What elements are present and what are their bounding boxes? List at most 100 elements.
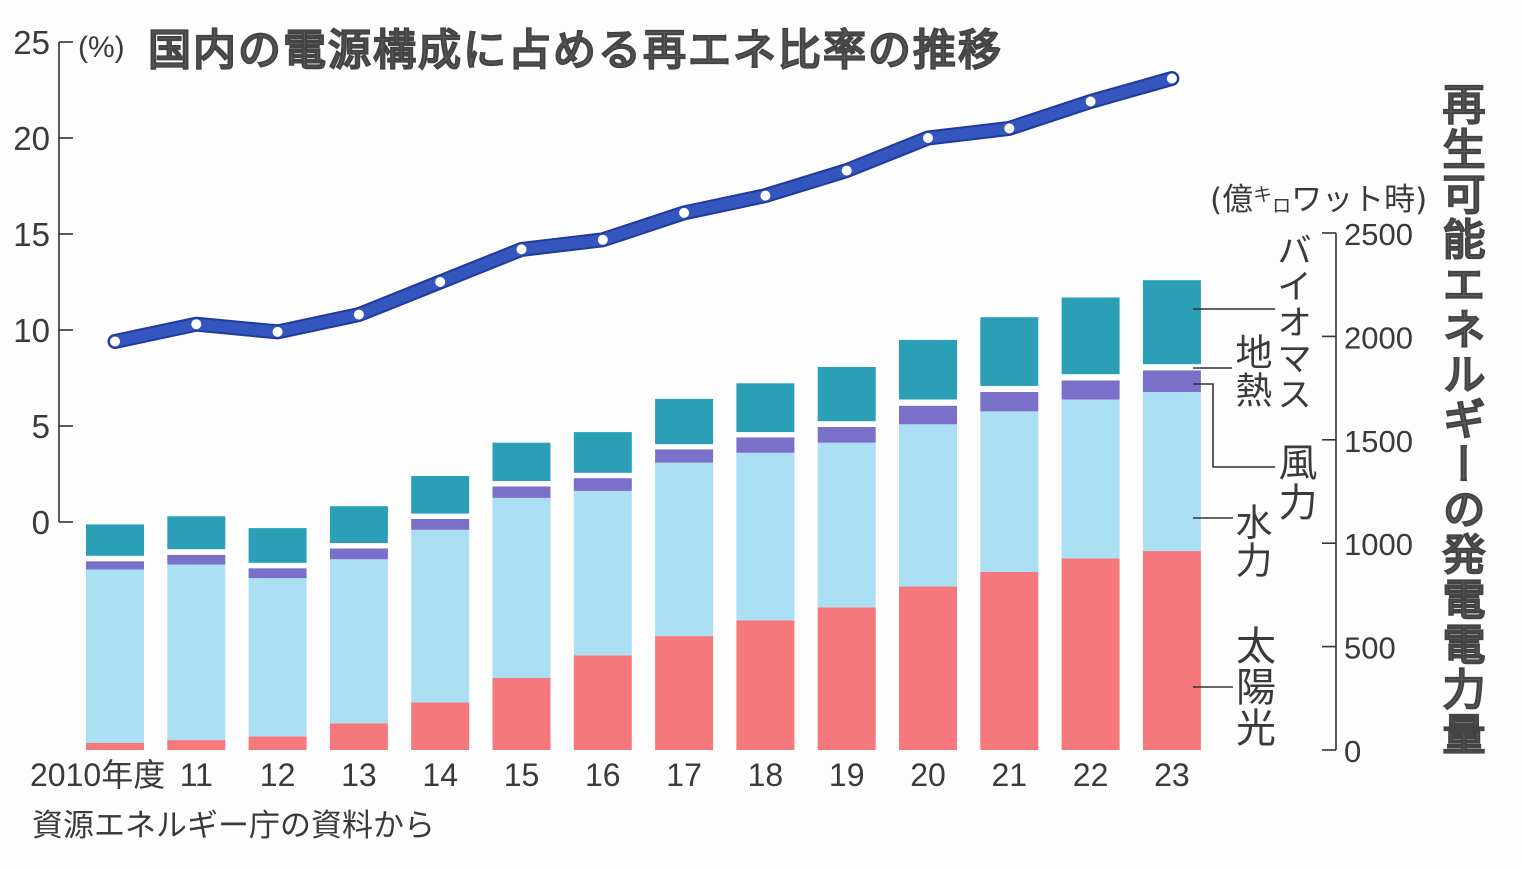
unit-prefix: (億 — [1210, 182, 1254, 218]
share-line-point — [516, 244, 527, 255]
share-line-point — [760, 190, 771, 201]
left-axis-tick-label: 15 — [13, 216, 50, 253]
legend-leader-lines — [1193, 308, 1275, 688]
right-axis-tick-label: 0 — [1344, 734, 1361, 769]
unit-suffix: ワット時) — [1291, 182, 1428, 218]
legend-label-wind: 風力 — [1272, 442, 1317, 522]
bar-segment-wind — [1142, 370, 1201, 392]
bar-segment-hydro — [1061, 399, 1120, 559]
bar-segment-solar — [817, 607, 876, 750]
right-axis-tick-label: 1500 — [1344, 424, 1413, 459]
bar-segment-wind — [411, 519, 470, 530]
bar-segment-biomass — [248, 528, 307, 563]
bar-segment-wind — [817, 427, 876, 443]
unit-small-ro: ロ — [1272, 195, 1292, 217]
bar-segment-hydro — [329, 559, 388, 724]
left-axis-tick-label: 5 — [32, 408, 50, 445]
right-axis-tick-label: 1000 — [1344, 527, 1413, 562]
x-tick-label: 22 — [1073, 757, 1109, 793]
bar-segment-wind — [899, 405, 957, 425]
bar-segment-hydro — [86, 569, 144, 743]
bar-segment-hydro — [492, 497, 551, 678]
bar-segment-hydro — [817, 442, 876, 608]
share-line-series — [107, 71, 1180, 349]
bar-stack — [1061, 297, 1120, 750]
x-tick-label: 20 — [910, 757, 946, 793]
x-tick-label: 15 — [504, 757, 540, 793]
bar-stack — [980, 317, 1039, 750]
bar-segment-wind — [167, 554, 226, 565]
x-tick-label: 2010年度 — [30, 757, 165, 793]
bar-segment-solar — [980, 571, 1039, 750]
right-axis-unit: (億キロワット時) — [1210, 174, 1427, 219]
bar-segment-wind — [573, 478, 632, 491]
bar-segment-wind — [655, 449, 714, 463]
bar-segment-wind — [86, 561, 144, 570]
left-axis-tick-label: 20 — [13, 120, 50, 157]
bar-stack — [899, 339, 957, 750]
bar-segment-biomass — [573, 432, 632, 473]
bar-stack — [86, 524, 144, 750]
bar-segment-hydro — [899, 424, 957, 587]
bar-segment-biomass — [817, 367, 876, 422]
bar-stack — [167, 516, 226, 750]
bar-segment-biomass — [736, 383, 795, 433]
share-line-point — [191, 319, 202, 330]
left-axis: (%) 0 5 10 15 20 25 — [13, 24, 124, 541]
bar-segment-solar — [899, 586, 957, 750]
share-line-point — [353, 309, 364, 320]
share-line-point — [679, 207, 690, 218]
left-axis-unit: (%) — [78, 31, 125, 64]
right-axis-title: 再生可能エネルギーの発電電力量 — [1435, 82, 1486, 758]
bar-segment-geothermal — [899, 399, 957, 406]
x-tick-label: 12 — [260, 757, 296, 793]
x-tick-label: 14 — [422, 757, 458, 793]
bar-stack — [1142, 280, 1201, 750]
right-axis-tick-label: 2500 — [1344, 217, 1413, 252]
left-axis-tick-label: 0 — [32, 504, 50, 541]
unit-small-ki: キ — [1253, 184, 1273, 206]
bar-stack — [411, 476, 470, 750]
leader-line-wind — [1193, 383, 1275, 468]
share-line-point — [110, 336, 120, 347]
x-tick-label: 17 — [666, 757, 702, 793]
bar-segment-geothermal — [248, 562, 307, 569]
bar-segment-wind — [980, 392, 1039, 412]
bar-segment-hydro — [248, 578, 307, 737]
bar-segment-solar — [573, 655, 632, 750]
x-tick-label: 23 — [1154, 757, 1190, 793]
bar-segment-hydro — [655, 462, 714, 637]
bar-segment-geothermal — [736, 432, 795, 438]
bar-stack — [329, 506, 388, 750]
bar-segment-biomass — [1061, 297, 1120, 375]
bar-segment-solar — [167, 740, 226, 750]
legend-label-solar: 太陽光 — [1229, 625, 1275, 748]
bar-stack — [573, 432, 632, 750]
bar-segment-biomass — [899, 339, 957, 400]
bar-segment-hydro — [736, 452, 795, 621]
bar-segment-geothermal — [86, 555, 144, 562]
x-tick-label: 18 — [748, 757, 784, 793]
chart-title: 国内の電源構成に占める再エネ比率の推移 — [148, 26, 1003, 77]
share-line-point — [1004, 123, 1015, 134]
bar-segment-geothermal — [167, 549, 226, 555]
bar-segment-biomass — [980, 317, 1039, 386]
share-line-point — [923, 133, 933, 143]
bar-segment-solar — [492, 678, 551, 750]
share-line-point — [841, 165, 852, 176]
bar-stack — [736, 383, 795, 750]
bar-segment-solar — [248, 736, 307, 750]
share-line-outline — [107, 71, 1180, 349]
x-tick-label: 19 — [829, 757, 865, 793]
bar-segment-solar — [1061, 558, 1120, 750]
bar-segment-wind — [492, 486, 551, 498]
x-tick-label: 11 — [180, 757, 213, 793]
bar-segment-geothermal — [492, 481, 551, 487]
bar-segment-geothermal — [655, 444, 714, 450]
left-axis-tick-label: 10 — [13, 312, 50, 349]
legend-label-biomass: バイオマス — [1271, 232, 1311, 412]
x-tick-label: 16 — [585, 757, 621, 793]
x-axis-labels: 2010年度 11 12 13 14 15 16 17 18 19 20 21 22 23 — [30, 757, 1190, 793]
